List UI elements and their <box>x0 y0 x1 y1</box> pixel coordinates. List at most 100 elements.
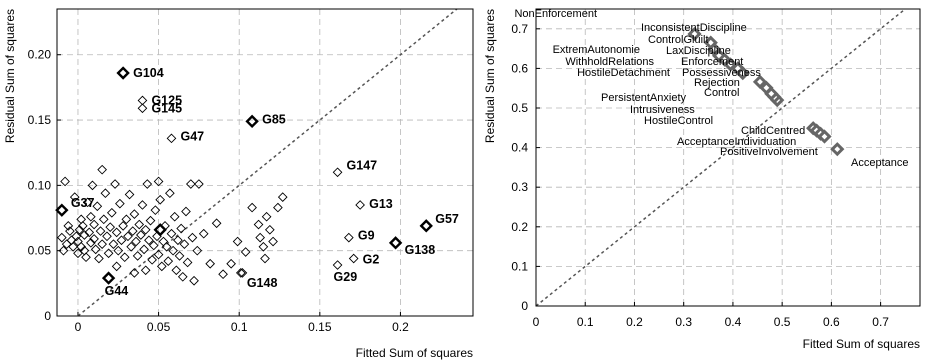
data-point <box>189 275 199 286</box>
point-label: G148 <box>247 276 278 290</box>
data-point <box>58 245 69 256</box>
data-point <box>181 206 191 217</box>
point-label: G104 <box>133 66 164 80</box>
data-point <box>735 66 750 81</box>
y-tick-label: 0.3 <box>511 180 528 194</box>
labeled-point <box>332 167 343 178</box>
plot-frame <box>56 8 474 317</box>
data-point <box>77 221 88 231</box>
point-label: Acceptance <box>851 157 908 169</box>
data-point <box>134 219 145 230</box>
x-tick-label: 0.2 <box>626 315 643 329</box>
y-tick-label: 0.20 <box>28 48 52 62</box>
data-point <box>723 57 738 72</box>
data-point <box>105 222 116 233</box>
x-tick-label: 0.2 <box>392 320 409 334</box>
data-point <box>156 261 167 272</box>
data-point <box>173 235 183 246</box>
point-label: ExtremAutonomie <box>553 44 640 56</box>
data-point <box>687 26 702 42</box>
point-label: InconsistentDiscipline <box>641 22 747 34</box>
data-point <box>147 254 157 265</box>
point-label: G125 <box>151 93 182 107</box>
highlighted-point <box>55 203 69 217</box>
data-point <box>86 211 96 222</box>
data-point <box>103 248 114 259</box>
point-label: Control <box>704 87 739 99</box>
data-point <box>82 197 93 208</box>
chart-left: 0 0.05 0.1 0.15 0.200.050.100.150.20G125G145… <box>3 8 474 360</box>
data-point <box>165 188 175 199</box>
data-point <box>68 241 78 252</box>
y-tick-label: 0.1 <box>511 259 528 273</box>
data-point <box>163 256 174 266</box>
point-label: NonEnforcement <box>514 8 597 20</box>
data-point <box>139 244 149 255</box>
labeled-point <box>137 103 148 114</box>
highlighted-point <box>116 66 130 80</box>
x-tick-label: 0.6 <box>823 315 840 329</box>
y-tick-label: 0.7 <box>511 22 528 36</box>
data-point <box>261 211 272 222</box>
data-point <box>71 231 82 242</box>
data-point <box>255 232 265 243</box>
data-point <box>179 239 190 249</box>
data-point <box>57 232 67 243</box>
y-tick-label: 0 <box>44 309 51 323</box>
data-point <box>90 244 101 255</box>
data-point <box>140 265 151 276</box>
plot-area <box>57 9 473 316</box>
point-label: G2 <box>363 253 380 267</box>
plot-frame <box>535 8 921 307</box>
y-tick-label: 0.2 <box>511 220 528 234</box>
data-point <box>232 236 243 247</box>
x-tick-label: 0.15 <box>308 320 332 334</box>
data-point <box>150 205 161 216</box>
highlighted-point <box>245 114 259 129</box>
data-point <box>182 257 193 268</box>
chart-right: 0 0.1 0.2 0.3 0.4 0.5 0.6 0.7 0 0.1 0.2 0.3 0.4 0.5 0.… <box>483 8 921 351</box>
point-label: Possessiveness <box>682 67 761 79</box>
data-point <box>205 258 216 269</box>
y-axis-label: Residual Sum of squares <box>3 9 17 143</box>
data-point <box>240 247 251 257</box>
data-point <box>194 179 204 189</box>
point-label: G138 <box>405 243 436 257</box>
point-label: PersistentAnxiety <box>601 92 686 104</box>
x-axis-label: Fitted Sum of squares <box>356 346 473 360</box>
diagonal-line <box>535 8 906 307</box>
data-point <box>111 261 122 272</box>
labeled-point <box>348 253 359 264</box>
data-point <box>126 241 137 252</box>
y-tick-label: 0.10 <box>28 178 52 192</box>
point-label: Rejection <box>694 77 740 89</box>
data-point <box>74 224 85 235</box>
y-tick-label: 0.15 <box>28 113 52 127</box>
data-point <box>764 86 779 101</box>
data-point <box>81 252 91 263</box>
point-label: ChildCentred <box>741 125 805 137</box>
data-point <box>155 194 166 205</box>
data-point <box>92 201 103 212</box>
data-point <box>268 236 278 247</box>
point-label: HostileControl <box>644 115 713 127</box>
data-point <box>94 253 104 264</box>
data-point <box>161 241 172 252</box>
data-point <box>166 228 177 239</box>
data-point <box>218 269 228 280</box>
point-label: WithholdRelations <box>565 56 654 68</box>
data-point <box>265 224 275 235</box>
data-point <box>102 231 112 242</box>
data-point <box>76 241 87 252</box>
data-point <box>131 236 141 247</box>
data-point <box>137 200 148 210</box>
labeled-point <box>344 232 354 243</box>
data-point <box>273 202 283 213</box>
data-point <box>198 228 209 239</box>
point-label: G145 <box>151 101 182 115</box>
data-point <box>87 180 98 191</box>
y-tick-label: 0 <box>521 299 528 313</box>
point-label: G9 <box>358 229 375 243</box>
data-point <box>247 202 257 213</box>
